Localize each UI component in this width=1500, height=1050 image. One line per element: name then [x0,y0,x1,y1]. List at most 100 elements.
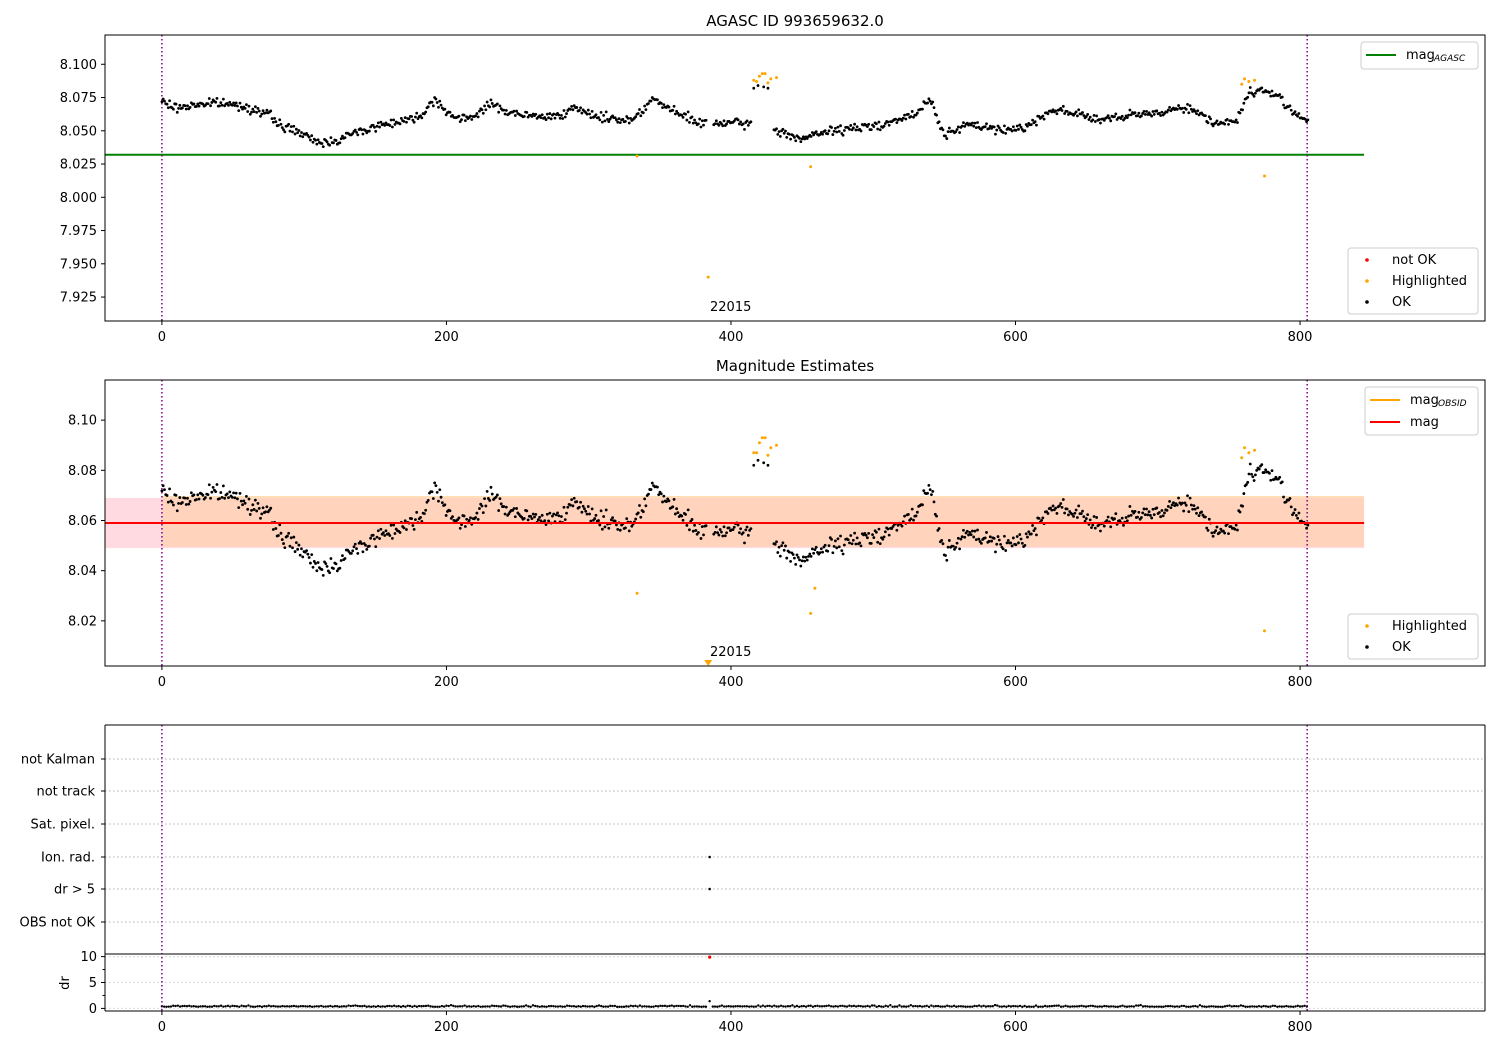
ok-point [801,135,805,139]
ok-point [247,104,251,108]
highlighted-point [635,591,639,595]
ok-point [282,542,285,545]
dr-point [966,1005,969,1008]
ok-point [962,121,965,125]
dr-point [800,1005,803,1008]
ok-point [1099,121,1102,125]
ok-point [1125,116,1129,120]
ok-point [1137,510,1141,514]
dr-point [934,1004,938,1008]
ok-point [1236,528,1239,532]
dr-point [909,1004,913,1007]
dr-tick-label-2: 10 [80,950,97,965]
dr-point [1093,1005,1097,1008]
dr-point [552,1004,555,1008]
ok-point [225,101,229,105]
dr-point [777,1005,780,1008]
ok-point [1114,112,1118,116]
dr-point [1182,1004,1186,1008]
dr-point [1023,1004,1026,1008]
ok-point [995,542,999,546]
ok-point [973,529,977,533]
ok-point [1092,113,1096,117]
ok-point [676,111,680,115]
dr-point [556,1005,560,1008]
ok-point [389,118,393,122]
ok-point [1288,497,1292,500]
ok-point [955,128,959,131]
ok-point [259,114,262,118]
ok-point [338,141,342,145]
dr-point [365,1005,368,1008]
ok-point [296,547,300,551]
dr-point [1096,1005,1099,1008]
dr-point [1103,1004,1106,1008]
ok-point [722,119,726,123]
ok-point [414,518,417,522]
ok-point [444,514,448,517]
dr-point [839,1004,842,1008]
ok-point [762,85,766,89]
ok-point [732,525,736,529]
ok-point [1026,124,1029,128]
ok-point [1140,516,1143,519]
ok-point [416,117,420,121]
ok-point [702,533,705,537]
ok-point [306,552,310,556]
dr-point [1025,1005,1029,1009]
dr-point [1207,1005,1211,1008]
dr-point [249,1005,252,1008]
ok-point [504,505,508,509]
dr-point [447,1004,450,1008]
ok-point [312,560,316,563]
highlighted-legend-label: Highlighted [1392,274,1467,289]
ok-point [999,542,1002,546]
ok-point [1001,131,1005,134]
dr-point [818,1005,821,1008]
ok-point [672,104,676,108]
ok-point [831,133,835,136]
p1-ytick-label-0: 7.925 [60,291,97,306]
ok-point [581,504,585,508]
ok-point [589,519,593,523]
ok-point [996,535,1000,538]
ok-point [257,506,261,510]
highlighted-point [635,154,639,158]
dr-point [820,1005,824,1008]
ok-point [746,533,750,537]
ok-point [944,134,947,138]
ok-point [877,120,881,124]
ok-point [361,550,365,554]
ok-point [876,127,880,131]
dr-point [1030,1005,1033,1008]
dr-point [504,1004,507,1008]
ok-point [1146,513,1150,517]
ok-point [246,507,250,511]
ok-point [629,116,632,120]
ok-point [922,489,926,493]
dr-point [374,1005,378,1008]
ok-point [245,103,248,107]
ok-point [403,116,407,119]
ok-point [904,117,908,121]
ok-point [1004,549,1008,552]
ok-point [544,118,548,121]
dr-point [559,1005,562,1008]
ok-point [242,499,246,503]
ok-point [789,560,792,563]
ok-point [463,119,467,123]
dr-point [1187,1005,1190,1009]
ok-point [1041,516,1045,520]
ok-point [1141,112,1145,115]
dr-point [452,1004,455,1008]
ok-point [457,516,461,520]
ok-point [1037,516,1041,520]
flag-point-1 [708,887,711,891]
ok-point [882,535,886,539]
ok-point [320,142,324,145]
dr-axis-label: dr [58,976,73,990]
ok-point [580,510,584,514]
ok-point [292,535,296,539]
ok-point [522,114,526,118]
dr-point [641,1005,644,1008]
